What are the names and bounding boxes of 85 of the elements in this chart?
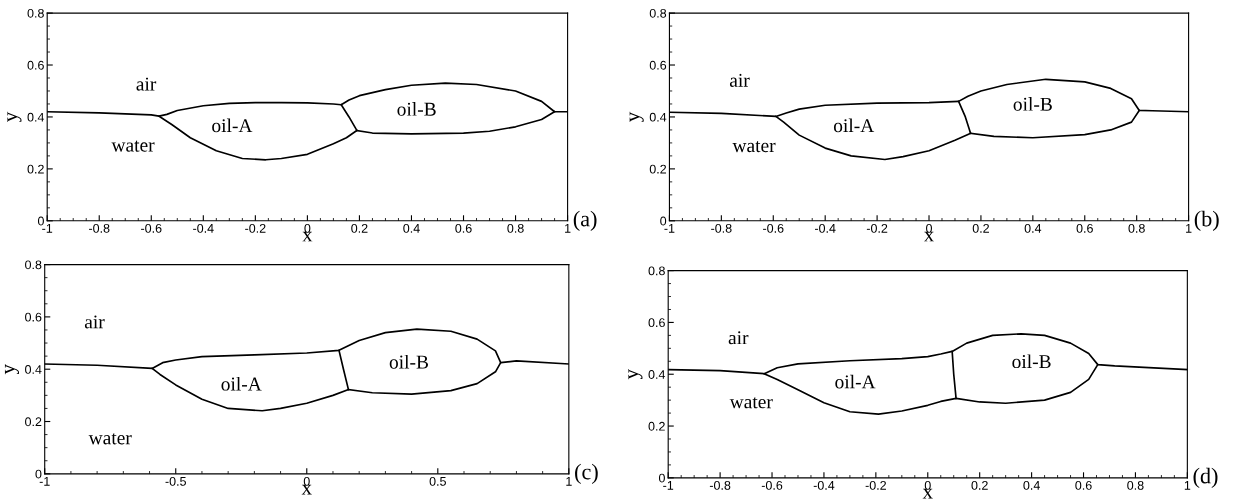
annotation: air	[728, 331, 749, 345]
annotation: air	[729, 73, 750, 87]
annotation: air	[84, 315, 105, 329]
x-tick-label: -1	[664, 224, 675, 233]
annotation: water	[111, 140, 155, 152]
x-tick-label: -0.2	[245, 223, 266, 233]
x-tick-label: 0.2	[971, 480, 988, 490]
y-tick-label: 0.6	[648, 318, 665, 328]
text: (c)	[575, 463, 598, 484]
x-tick-label: -0.4	[193, 223, 214, 233]
x-tick-label: 0	[304, 223, 311, 233]
y-tick-label: 0.2	[27, 164, 44, 174]
y-tick-label: 0.8	[25, 260, 42, 270]
y-tick-label: 0.8	[648, 266, 665, 276]
annotation: water	[88, 433, 132, 445]
x-tick-label: 0.6	[1076, 223, 1093, 233]
annotation: oil-B	[1013, 97, 1052, 111]
x-tick-label: 1	[566, 477, 572, 486]
y-tick-label: 0.6	[649, 60, 667, 70]
x-axis-title: x	[301, 484, 312, 495]
y-axis-title: y	[7, 111, 22, 122]
text: (a)	[573, 210, 597, 231]
y-tick-label: 0.8	[649, 8, 667, 18]
annotation: oil-B	[397, 102, 436, 116]
text: (b)	[1194, 210, 1219, 231]
y-tick-label: 0.2	[25, 417, 42, 427]
x-tick-label: -0.8	[709, 480, 731, 490]
annotation: oil-A	[221, 376, 262, 391]
x-tick-label: -0.6	[141, 223, 162, 233]
x-tick-label: 0.2	[972, 223, 989, 233]
x-tick-label: -1	[663, 481, 674, 490]
x-tick-label: 0	[303, 476, 310, 486]
x-axis-title: x	[302, 231, 313, 242]
x-tick-label: 1	[565, 224, 571, 233]
x-tick-label: -0.5	[165, 476, 186, 486]
x-tick-label: 0.8	[1127, 480, 1144, 490]
x-tick-label: 0	[924, 480, 931, 490]
annotation: oil-A	[835, 374, 876, 389]
annotation: air	[136, 77, 157, 91]
x-tick-label: 0.6	[455, 223, 472, 233]
x-tick-label: 0.6	[1075, 480, 1092, 490]
y-tick-label: 0.4	[25, 365, 42, 374]
x-tick-label: -0.6	[763, 223, 784, 233]
y-tick-label: 0.8	[27, 8, 44, 18]
y-tick-label: 0.4	[649, 112, 667, 122]
x-tick-label: -0.8	[711, 223, 732, 233]
x-tick-label: -1	[39, 477, 50, 486]
x-tick-label: -1	[42, 224, 53, 233]
y-tick-label: 0.6	[27, 60, 44, 70]
x-tick-label: -0.6	[761, 480, 783, 490]
x-axis-title: x	[923, 231, 934, 242]
annotation: oil-A	[833, 118, 875, 133]
x-tick-label: -0.4	[813, 480, 835, 490]
x-tick-label: -0.2	[866, 223, 888, 233]
y-tick-label: 0.2	[649, 164, 667, 174]
x-tick-label: 0.5	[429, 476, 446, 486]
x-tick-label: 0.8	[1128, 223, 1145, 233]
x-tick-label: 0.4	[1023, 480, 1040, 490]
annotation: oil-B	[389, 354, 429, 369]
y-axis-title: y	[628, 369, 643, 380]
x-tick-label: 0.2	[351, 223, 368, 233]
annotation: oil-B	[1012, 354, 1051, 369]
y-axis-title: y	[629, 111, 644, 122]
x-tick-label: -0.8	[89, 223, 110, 233]
y-tick-label: 0.4	[27, 112, 45, 122]
y-tick-label: 0	[660, 216, 667, 226]
x-tick-label: 1	[1184, 481, 1191, 490]
annotation: oil-A	[212, 118, 253, 133]
x-tick-label: 0	[926, 223, 932, 233]
y-tick-label: 0	[35, 469, 42, 479]
x-tick-label: -0.2	[865, 480, 886, 490]
text: (d)	[1193, 467, 1218, 488]
annotation: water	[732, 141, 776, 153]
y-tick-label: 0	[37, 216, 44, 226]
x-tick-label: -0.4	[814, 223, 836, 233]
y-tick-label: 0.2	[648, 421, 665, 431]
x-tick-label: 0.8	[507, 223, 524, 233]
x-axis-title: x	[922, 488, 933, 499]
y-axis-title: y	[4, 364, 19, 375]
y-tick-label: 0.6	[25, 312, 42, 322]
y-tick-label: 0.4	[648, 370, 666, 379]
annotation: water	[729, 397, 773, 409]
x-tick-label: 0.4	[1024, 223, 1042, 233]
x-tick-label: 1	[1186, 224, 1192, 233]
x-tick-label: 0.4	[403, 223, 420, 233]
